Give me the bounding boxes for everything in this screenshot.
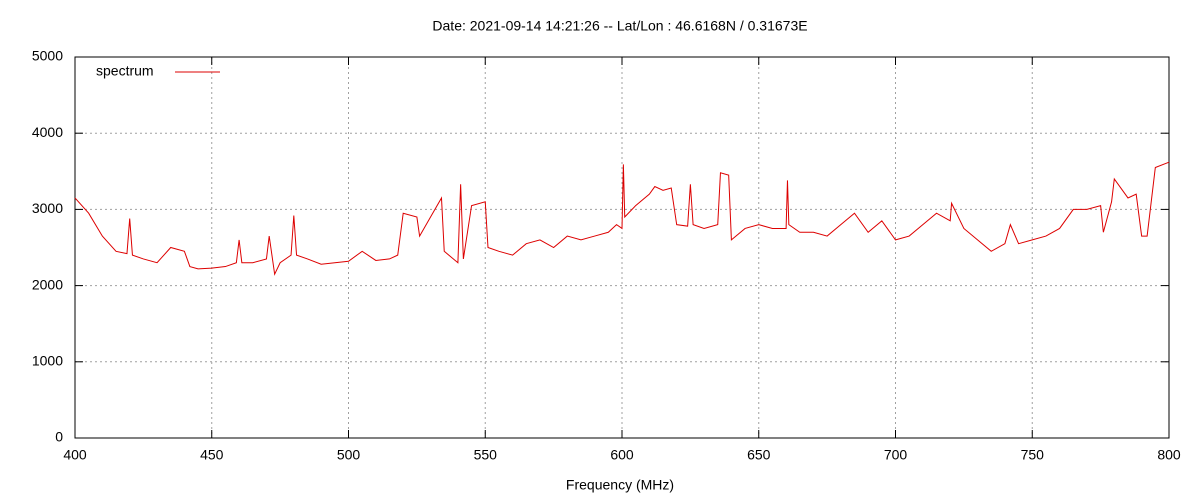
y-tick-label: 5000 — [32, 48, 63, 64]
spectrum-line — [74, 161, 1170, 276]
y-tick-label: 3000 — [32, 200, 63, 216]
plot-border — [74, 56, 1170, 439]
x-axis-label: Frequency (MHz) — [566, 477, 674, 493]
x-tick-label: 550 — [474, 447, 498, 463]
x-tick-label: 700 — [884, 447, 908, 463]
y-tick-label: 2000 — [32, 276, 63, 292]
x-tick-label: 400 — [63, 447, 87, 463]
y-tick-label: 4000 — [32, 124, 63, 140]
legend-label: spectrum — [96, 63, 154, 79]
x-tick-label: 800 — [1157, 447, 1181, 463]
x-tick-label: 450 — [200, 447, 224, 463]
x-tick-label: 600 — [610, 447, 634, 463]
chart-title: Date: 2021-09-14 14:21:26 -- Lat/Lon : 4… — [432, 18, 807, 34]
y-tick-label: 1000 — [32, 353, 63, 369]
x-tick-label: 650 — [747, 447, 771, 463]
x-tick-label: 750 — [1021, 447, 1045, 463]
x-tick-label: 500 — [337, 447, 361, 463]
y-tick-label: 0 — [55, 429, 63, 445]
